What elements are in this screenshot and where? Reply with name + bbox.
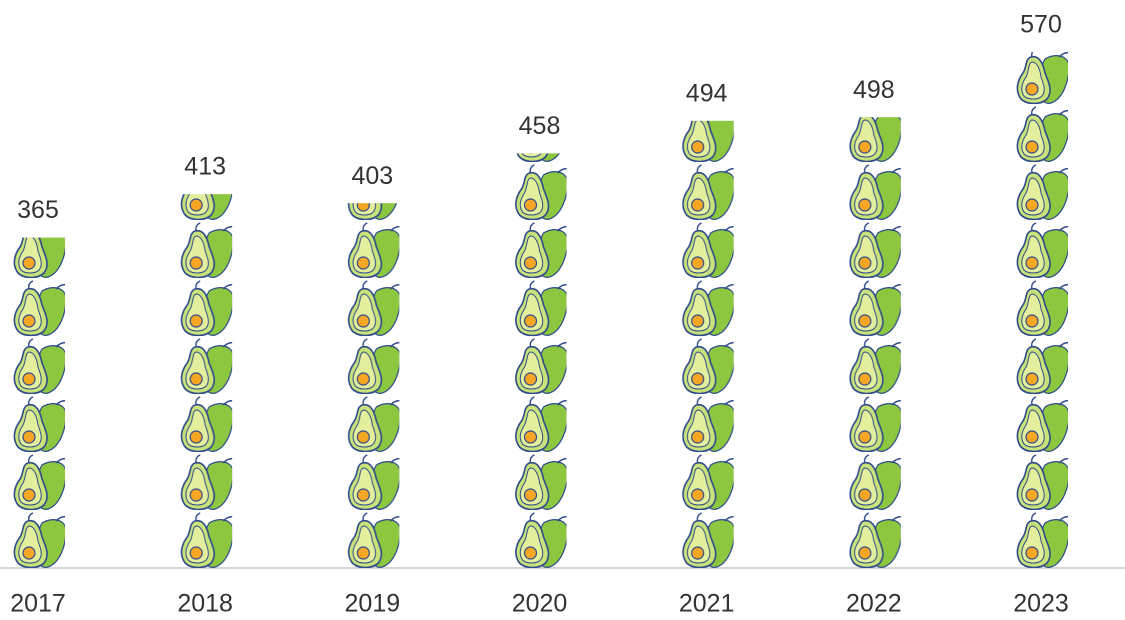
x-tick-label: 2019 bbox=[345, 590, 401, 618]
value-label: 403 bbox=[351, 162, 393, 190]
value-label: 570 bbox=[1020, 11, 1062, 39]
bar bbox=[512, 153, 567, 569]
bar bbox=[11, 237, 65, 568]
value-label: 498 bbox=[853, 76, 895, 104]
bar bbox=[846, 117, 901, 568]
x-tick-label: 2023 bbox=[1013, 590, 1069, 618]
value-label: 413 bbox=[184, 153, 226, 181]
bar bbox=[1014, 52, 1068, 568]
x-tick-label: 2017 bbox=[10, 590, 66, 618]
value-label: 458 bbox=[519, 112, 561, 140]
x-tick-label: 2018 bbox=[177, 590, 233, 618]
bar bbox=[345, 203, 400, 568]
bar bbox=[679, 120, 734, 569]
value-label: 365 bbox=[17, 196, 59, 224]
x-tick-label: 2020 bbox=[512, 590, 568, 618]
bar bbox=[178, 194, 233, 568]
value-label: 494 bbox=[686, 79, 728, 107]
x-tick-label: 2022 bbox=[846, 590, 902, 618]
x-tick-label: 2021 bbox=[679, 590, 735, 618]
